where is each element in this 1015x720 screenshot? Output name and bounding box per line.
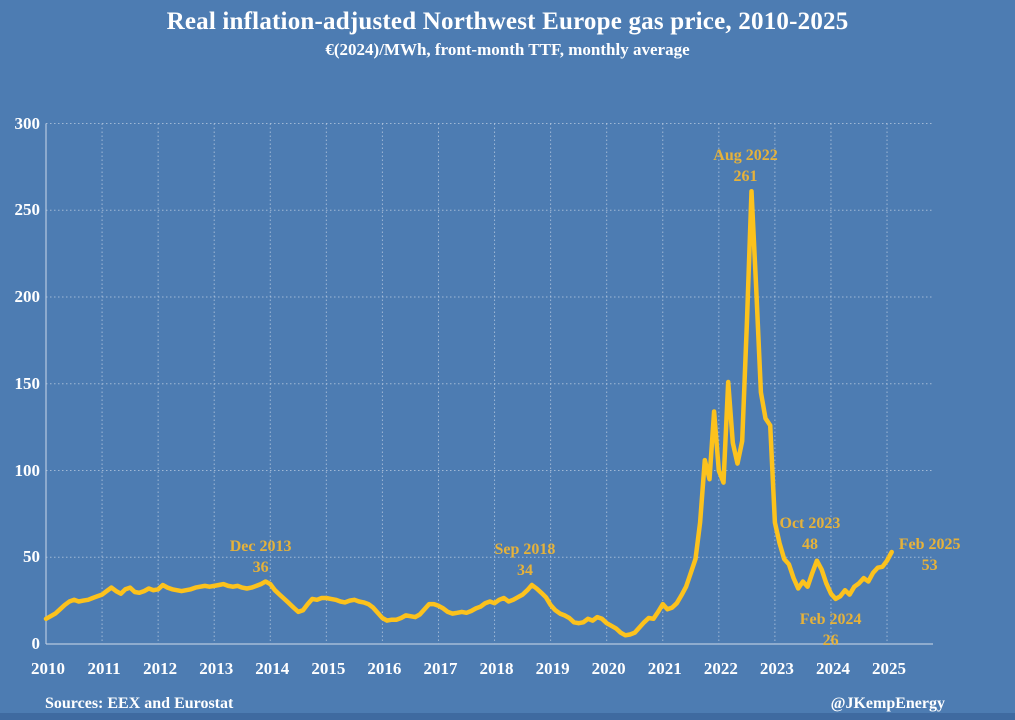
x-tick-label: 2012 — [143, 659, 178, 678]
x-tick-label: 2025 — [872, 659, 907, 678]
annotation-oct-2023: Oct 2023 48 — [780, 513, 841, 555]
y-tick-label: 50 — [23, 547, 40, 567]
annotation-date: Oct 2023 — [779, 514, 841, 532]
y-tick-label: 150 — [14, 373, 41, 393]
y-tick-label: 200 — [14, 287, 41, 306]
annotation-value: 34 — [516, 562, 533, 579]
x-tick-label: 2015 — [311, 659, 346, 678]
annotation-value: 53 — [921, 557, 938, 575]
x-tick-label: 2020 — [591, 659, 626, 678]
annotation-date: Aug 2022 — [713, 147, 778, 165]
y-tick-label: 100 — [14, 460, 41, 480]
annotation-date: Feb 2024 — [799, 610, 862, 628]
y-tick-label: 0 — [31, 634, 41, 653]
annotation-date: Dec 2013 — [229, 537, 292, 555]
author-handle: @JKempEnergy — [830, 695, 945, 712]
bottom-strip — [0, 713, 1015, 720]
annotation-value: 261 — [733, 168, 758, 186]
annotation-value: 48 — [801, 535, 818, 553]
price-series-line — [43, 188, 894, 638]
x-tick-label: 2019 — [535, 659, 570, 678]
x-tick-label: 2013 — [199, 659, 234, 678]
x-tick-label: 2021 — [647, 659, 682, 678]
x-tick-label: 2017 — [423, 659, 458, 678]
annotation-feb-2025: Feb 2025 53 — [899, 534, 961, 576]
annotation-date: Sep 2018 — [494, 541, 556, 558]
chart-subtitle: €(2024)/MWh, front-month TTF, monthly av… — [325, 40, 690, 59]
annotation-sep-2018: Sep 2018 34 — [494, 539, 555, 581]
x-tick-label: 2011 — [87, 659, 121, 678]
annotation-feb-2024: Feb 2024 26 — [800, 609, 862, 651]
annotation-aug-2022: Aug 2022 261 — [713, 145, 777, 187]
chart-title: Real inflation-adjusted Northwest Europe… — [166, 8, 849, 35]
annotation-value: 36 — [252, 558, 269, 576]
price-line — [43, 188, 894, 638]
x-tick-label: 2018 — [479, 659, 514, 678]
sources-note: Sources: EEX and Eurostat — [45, 695, 234, 712]
x-tick-label: 2014 — [255, 659, 290, 678]
gridlines — [45, 123, 933, 645]
x-tick-label: 2024 — [815, 659, 850, 678]
x-tick-label: 2016 — [367, 659, 402, 678]
annotation-dec-2013: Dec 2013 36 — [230, 536, 292, 578]
x-tick-label: 2023 — [759, 659, 794, 678]
annotation-date: Feb 2025 — [898, 536, 961, 554]
x-tick-label: 2022 — [703, 659, 738, 678]
y-tick-label: 300 — [14, 113, 41, 133]
annotation-value: 26 — [822, 631, 839, 649]
y-tick-label: 250 — [14, 200, 41, 220]
x-tick-label: 2010 — [31, 659, 65, 678]
